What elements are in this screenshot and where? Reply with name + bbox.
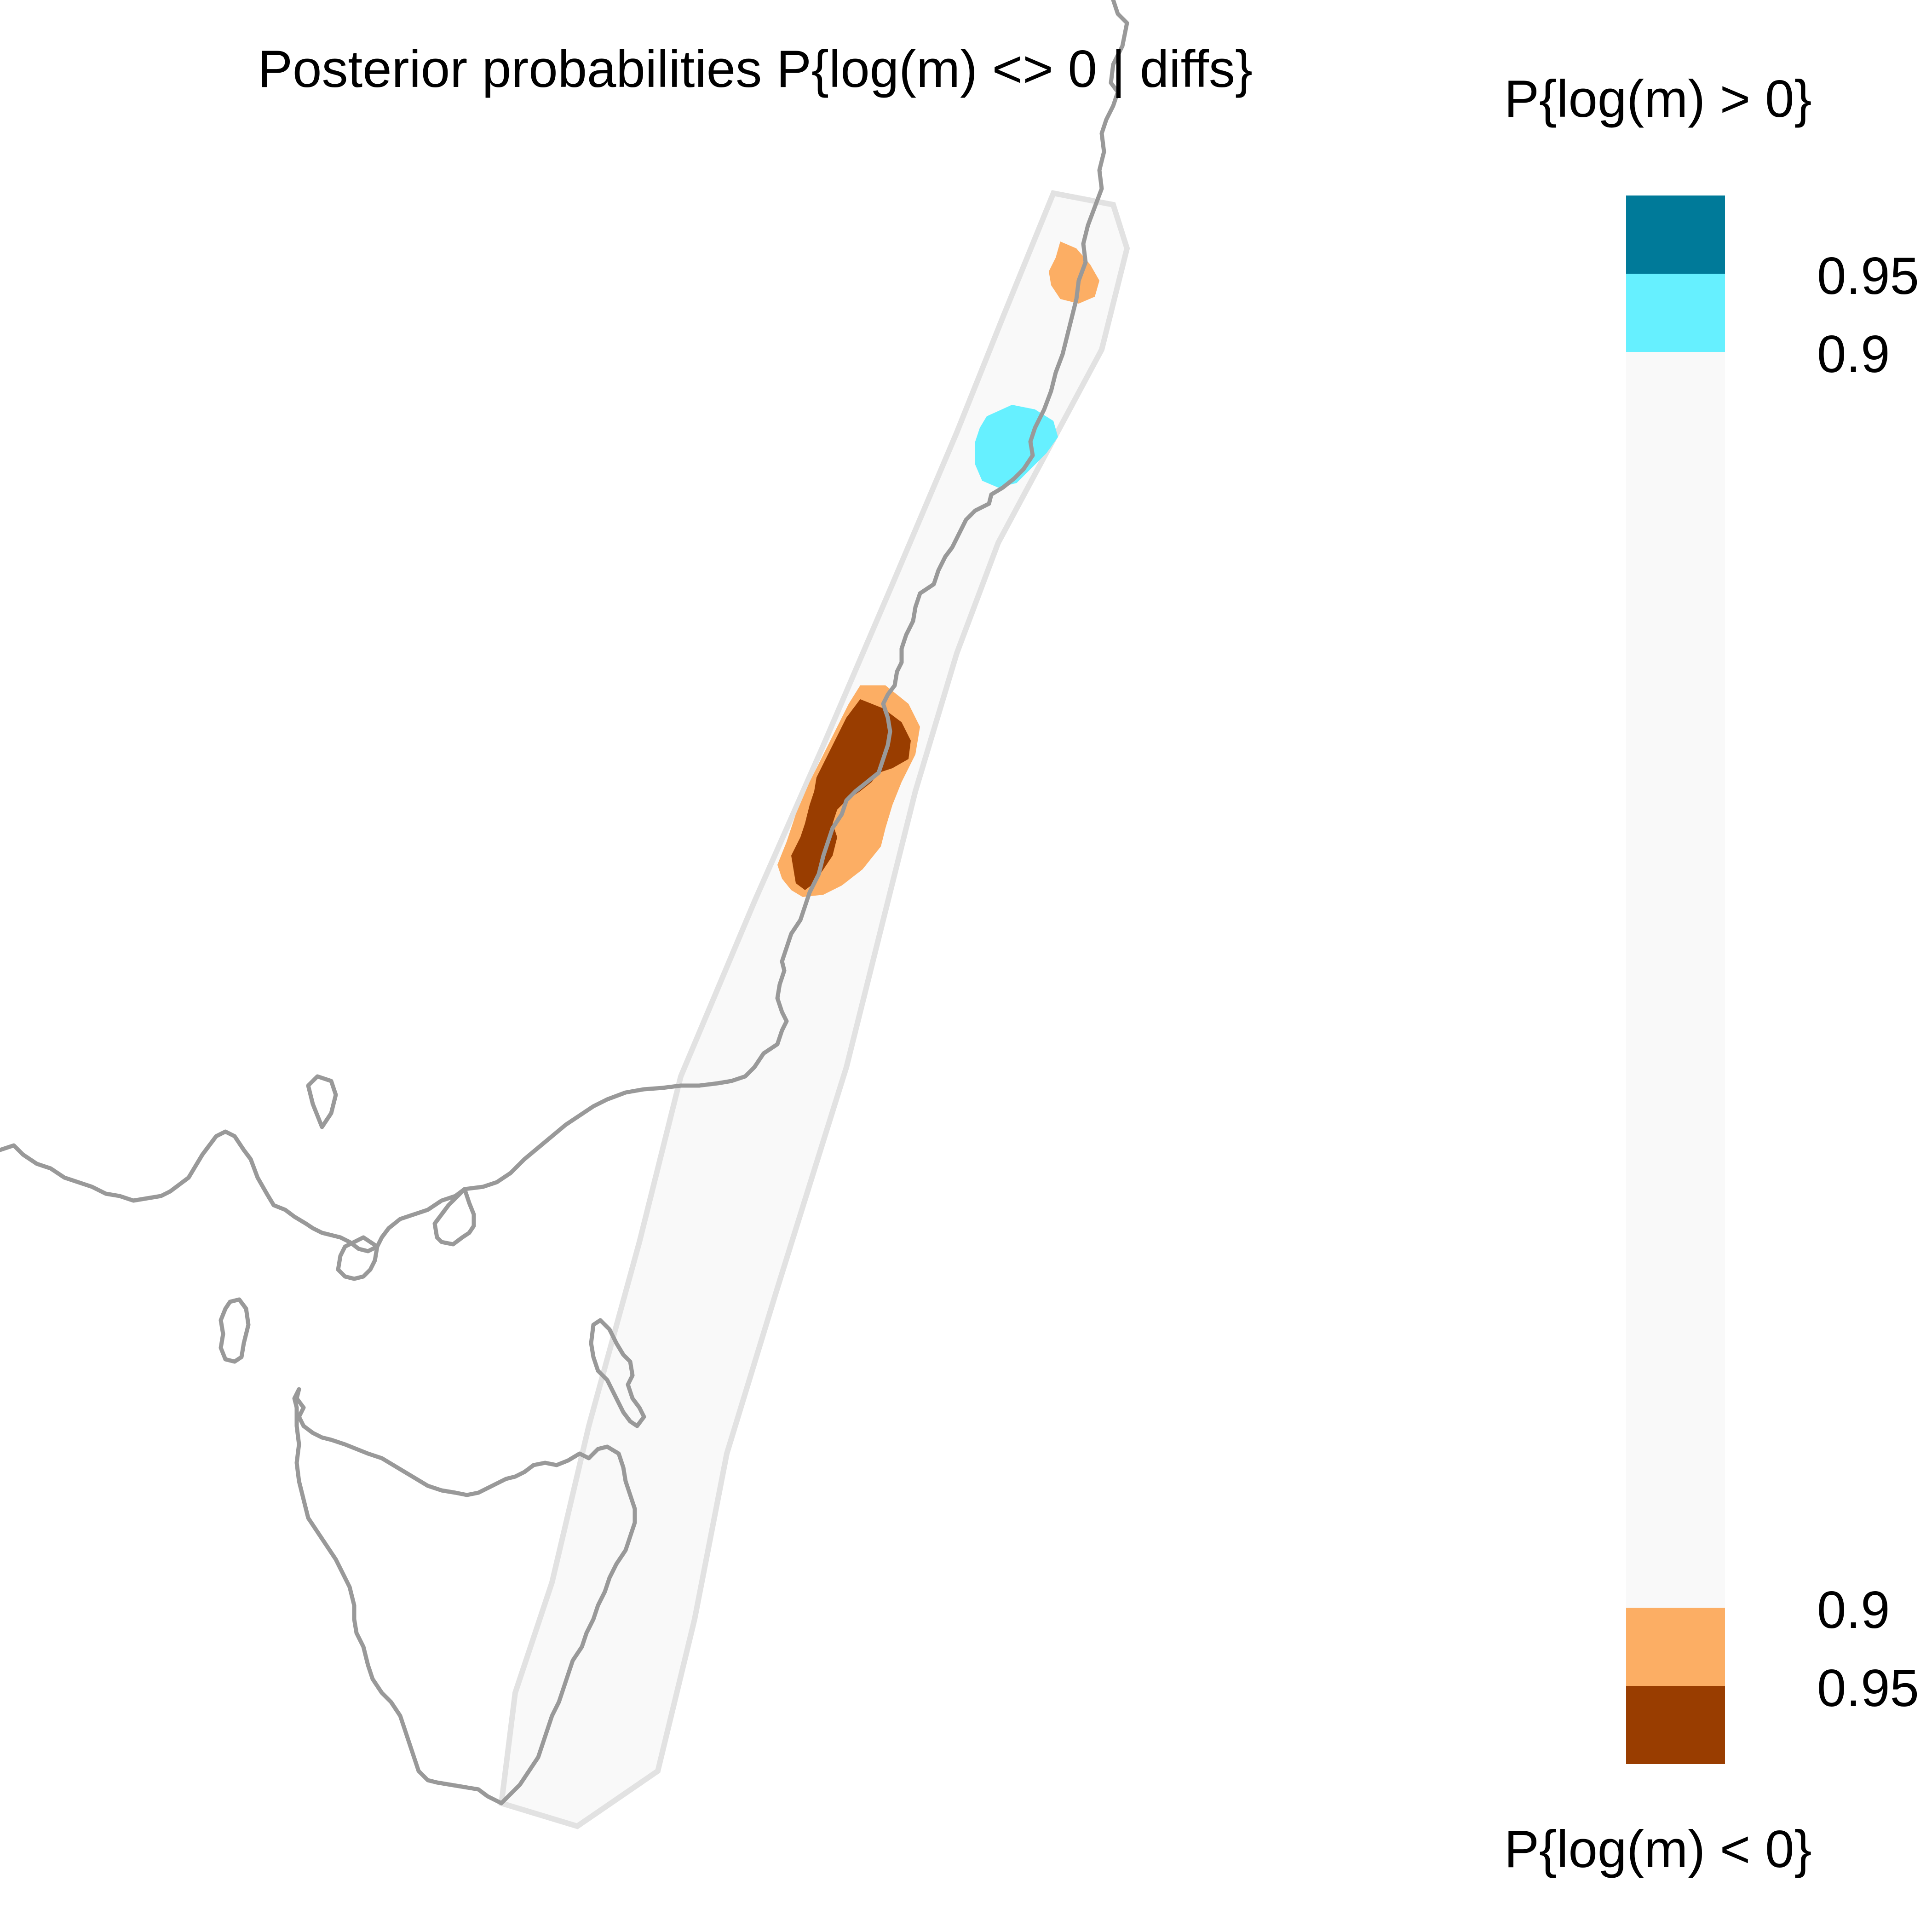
coastline-mainland — [0, 0, 1129, 1254]
legend-swatch-pos-09 — [1626, 274, 1725, 352]
port-phillip-bay — [432, 1187, 476, 1247]
study-region — [498, 190, 1130, 1829]
legend-tick-upper-095: 0.95 — [1817, 247, 1919, 305]
legend-tick-upper-09: 0.9 — [1817, 325, 1890, 384]
legend-tick-lower-09: 0.9 — [1817, 1581, 1890, 1639]
legend-swatch-pos-095 — [1626, 196, 1725, 274]
legend-upper-title: P{log(m) > 0} — [1504, 70, 1812, 128]
legend-swatch-neg-09 — [1626, 1608, 1725, 1686]
tasmania — [292, 1387, 637, 1806]
western-port — [336, 1235, 380, 1281]
northern-patch — [1049, 242, 1099, 304]
legend-tick-lower-095: 0.95 — [1817, 1659, 1919, 1718]
gulf-inlet — [306, 1074, 338, 1129]
king-island — [218, 1297, 251, 1364]
legend-swatch-neutral — [1626, 352, 1725, 1608]
map-title: Posterior probabilities P{log(m) <> 0 | … — [258, 40, 1253, 98]
legend-lower-title: P{log(m) < 0} — [1504, 1820, 1812, 1879]
legend-swatch-neg-095 — [1626, 1686, 1725, 1764]
flinders-island — [589, 1318, 646, 1428]
